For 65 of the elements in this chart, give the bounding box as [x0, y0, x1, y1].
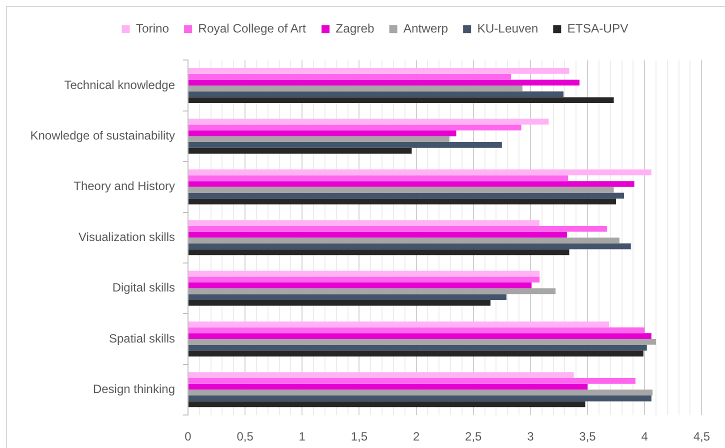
bar [188, 338, 656, 345]
bar [188, 238, 620, 244]
bar [188, 333, 652, 339]
legend-label: Antwerp [403, 21, 448, 36]
x-tick-label: 4 [641, 430, 648, 444]
bar [188, 294, 506, 300]
bar [188, 169, 652, 176]
x-tick-label: 1 [298, 430, 306, 444]
bar [188, 384, 588, 390]
y-tick-label: Knowledge of sustainability [30, 128, 175, 143]
y-tick-label: Design thinking [92, 382, 175, 396]
bar [188, 124, 522, 130]
bar [188, 91, 564, 98]
bar [188, 327, 645, 334]
y-tick-label: Digital skills [112, 280, 175, 295]
legend-label: Royal College of Art [198, 21, 307, 36]
bar [188, 74, 512, 80]
bar [188, 282, 532, 288]
bar [188, 401, 586, 408]
x-tick-label: 0 [184, 430, 192, 444]
x-tick-label: 3 [527, 430, 534, 444]
x-tick-label: 2 [412, 430, 420, 444]
bar [188, 344, 647, 351]
bar [188, 220, 540, 226]
bar [188, 198, 616, 204]
bar [188, 86, 522, 92]
legend-label: Zagreb [336, 21, 374, 36]
bar [188, 390, 653, 396]
bar [188, 232, 567, 238]
y-tick-label: Spatial skills [108, 331, 175, 346]
x-tick-label: 4,5 [693, 430, 710, 444]
bar [188, 226, 607, 232]
legend-label: Torino [136, 21, 170, 36]
bar [188, 130, 456, 136]
bar [188, 175, 568, 182]
bar [188, 142, 502, 148]
bar [188, 288, 556, 294]
bar [188, 300, 490, 306]
y-tick-label: Theory and History [74, 179, 175, 194]
y-tick-label: Visualization skills [78, 230, 175, 244]
bar [188, 186, 614, 193]
bar [188, 249, 570, 256]
legend-label: KU-Leuven [477, 21, 538, 36]
bar [188, 80, 580, 86]
x-tick-label: 2,5 [465, 430, 482, 444]
bar [188, 68, 570, 74]
bar [188, 378, 636, 384]
x-tick-label: 3,5 [579, 430, 596, 444]
x-tick-label: 1,5 [350, 430, 368, 444]
bar [188, 136, 450, 142]
bar [188, 181, 634, 187]
legend-label: ETSA-UPV [567, 21, 630, 36]
bar [188, 192, 624, 199]
bar [188, 97, 614, 104]
x-tick-label: 0,5 [236, 430, 254, 444]
bar [188, 276, 540, 282]
bar [188, 395, 652, 402]
y-tick-label: Technical knowledge [64, 78, 176, 92]
bar [188, 270, 540, 277]
bar [188, 243, 631, 250]
bar [188, 118, 549, 125]
bar [188, 350, 644, 356]
bar [188, 321, 610, 328]
bar [188, 372, 574, 378]
bar [188, 148, 412, 154]
